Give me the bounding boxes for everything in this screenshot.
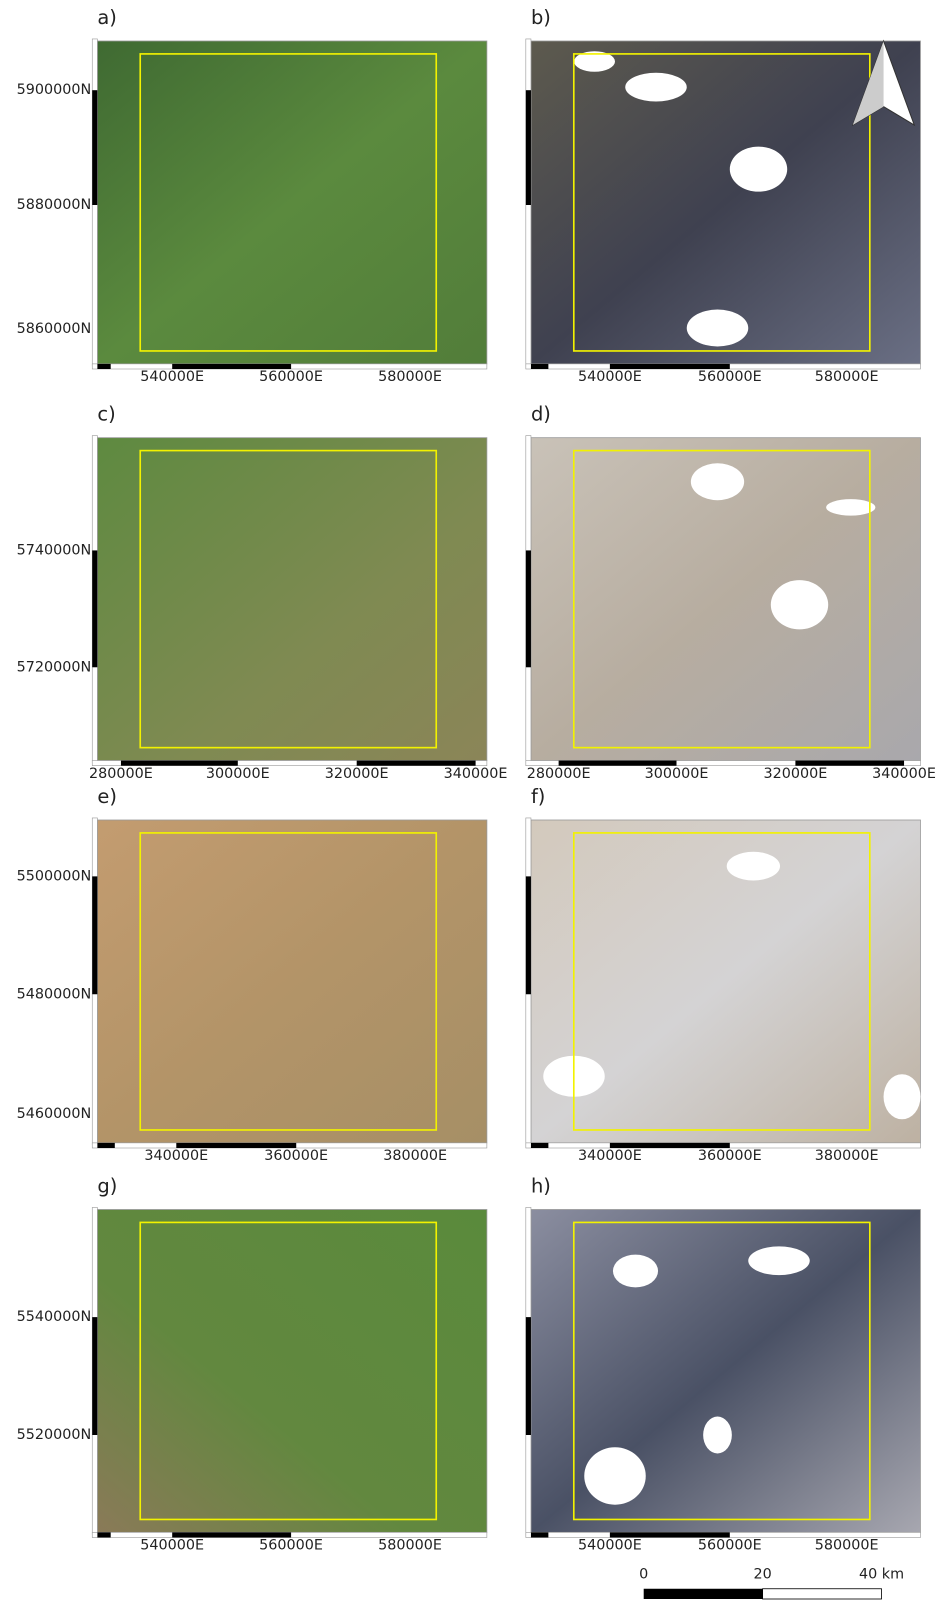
cloud-mask bbox=[584, 1447, 646, 1504]
cloud-mask bbox=[687, 310, 749, 347]
scale-bar: 0 20 40 km bbox=[639, 1566, 904, 1599]
map-panel: a) 540000E 560000E 580000E 5900000N 5880000N 5… bbox=[17, 6, 487, 385]
y-tick-label: 5540000N bbox=[17, 1309, 92, 1325]
panel-letter: e) bbox=[97, 785, 117, 808]
map-panel: g) 540000E 560000E 580000E 5540000N 5520000N bbox=[17, 1174, 487, 1553]
panel-letter: b) bbox=[531, 6, 551, 29]
cloud-mask bbox=[703, 1417, 732, 1454]
panel-letter: d) bbox=[531, 403, 551, 426]
x-tick-label: 280000E bbox=[527, 766, 591, 782]
x-tick-label: 540000E bbox=[140, 369, 204, 385]
satellite-image bbox=[97, 1210, 487, 1533]
frame-bar bbox=[92, 550, 97, 667]
x-tick-label: 580000E bbox=[378, 1538, 442, 1554]
cloud-mask bbox=[771, 580, 828, 629]
frame-bar bbox=[97, 364, 110, 369]
y-tick-label: 5520000N bbox=[17, 1427, 92, 1443]
frame-bar bbox=[526, 1317, 531, 1435]
x-tick-label: 580000E bbox=[815, 1538, 879, 1554]
y-tick-label: 5900000N bbox=[17, 82, 92, 98]
map-panel: h) 540000E 560000E 580000E bbox=[526, 1174, 921, 1553]
x-tick-label: 300000E bbox=[206, 766, 270, 782]
satellite-image bbox=[97, 820, 487, 1143]
x-tick-label: 320000E bbox=[325, 766, 389, 782]
scale-bar-white bbox=[763, 1589, 882, 1599]
frame-bar bbox=[97, 1143, 114, 1148]
scale-bar-black bbox=[644, 1589, 763, 1599]
frame-bar bbox=[92, 90, 97, 205]
frame-bar bbox=[531, 1143, 548, 1148]
y-tick-label: 5500000N bbox=[17, 868, 92, 884]
x-tick-label: 340000E bbox=[144, 1148, 208, 1164]
panel-letter: h) bbox=[531, 1174, 551, 1197]
x-tick-label: 280000E bbox=[89, 766, 153, 782]
x-tick-label: 560000E bbox=[259, 1538, 323, 1554]
map-panel: d) 280000E 300000E 320000E 340000E bbox=[526, 403, 936, 782]
y-tick-label: 5860000N bbox=[17, 321, 92, 337]
frame-bar bbox=[526, 90, 531, 205]
cloud-mask bbox=[884, 1074, 921, 1119]
x-tick-label: 580000E bbox=[815, 369, 879, 385]
frame-bar bbox=[526, 876, 531, 994]
satellite-image bbox=[97, 438, 487, 761]
x-tick-label: 360000E bbox=[264, 1148, 328, 1164]
x-tick-label: 340000E bbox=[444, 766, 508, 782]
x-tick-label: 300000E bbox=[645, 766, 709, 782]
x-tick-label: 380000E bbox=[815, 1148, 879, 1164]
cloud-mask bbox=[826, 499, 875, 515]
y-tick-label: 5880000N bbox=[17, 197, 92, 213]
x-tick-label: 540000E bbox=[578, 1538, 642, 1554]
cloud-mask bbox=[625, 73, 687, 102]
frame-bar bbox=[92, 1317, 97, 1435]
x-tick-label: 340000E bbox=[872, 766, 936, 782]
panel-letter: c) bbox=[97, 403, 115, 426]
map-panel: b) 540000E 560000E 580000E bbox=[526, 6, 921, 385]
frame-bar bbox=[92, 876, 97, 994]
frame-bar bbox=[97, 1532, 110, 1537]
x-tick-label: 580000E bbox=[378, 369, 442, 385]
x-tick-label: 380000E bbox=[383, 1148, 447, 1164]
frame-bar bbox=[531, 364, 548, 369]
map-panel: f) 340000E 360000E 380000E bbox=[526, 785, 921, 1164]
cloud-mask bbox=[691, 463, 744, 500]
y-tick-label: 5720000N bbox=[17, 659, 92, 675]
y-tick-label: 5740000N bbox=[17, 542, 92, 558]
y-tick-label: 5460000N bbox=[17, 1106, 92, 1122]
y-tick-label: 5480000N bbox=[17, 986, 92, 1002]
satellite-image bbox=[531, 820, 920, 1143]
figure: a) 540000E 560000E 580000E 5900000N 5880000N 5… bbox=[0, 0, 943, 1606]
frame-bar bbox=[526, 550, 531, 667]
map-panel: c) 280000E 300000E 320000E 340000E 5740000N 57… bbox=[17, 403, 508, 782]
panel-letter: f) bbox=[531, 785, 545, 808]
frame-bar bbox=[531, 1532, 548, 1537]
x-tick-label: 320000E bbox=[763, 766, 827, 782]
scale-bar-label: 0 bbox=[639, 1566, 648, 1582]
x-tick-label: 340000E bbox=[578, 1148, 642, 1164]
x-tick-label: 540000E bbox=[578, 369, 642, 385]
x-tick-label: 360000E bbox=[698, 1148, 762, 1164]
map-panel: e) 340000E 360000E 380000E 5500000N 5480000N 5… bbox=[17, 785, 487, 1164]
scale-bar-label: 20 bbox=[753, 1566, 771, 1582]
x-tick-label: 540000E bbox=[140, 1538, 204, 1554]
panel-letter: a) bbox=[97, 6, 117, 29]
x-tick-label: 560000E bbox=[698, 369, 762, 385]
cloud-mask bbox=[748, 1246, 810, 1275]
cloud-mask bbox=[730, 147, 787, 192]
x-tick-label: 560000E bbox=[259, 369, 323, 385]
x-tick-label: 560000E bbox=[698, 1538, 762, 1554]
panel-letter: g) bbox=[97, 1174, 117, 1197]
cloud-mask bbox=[727, 852, 780, 881]
cloud-mask bbox=[613, 1255, 658, 1288]
scale-bar-label: 40 km bbox=[859, 1566, 904, 1582]
satellite-image bbox=[97, 41, 487, 364]
